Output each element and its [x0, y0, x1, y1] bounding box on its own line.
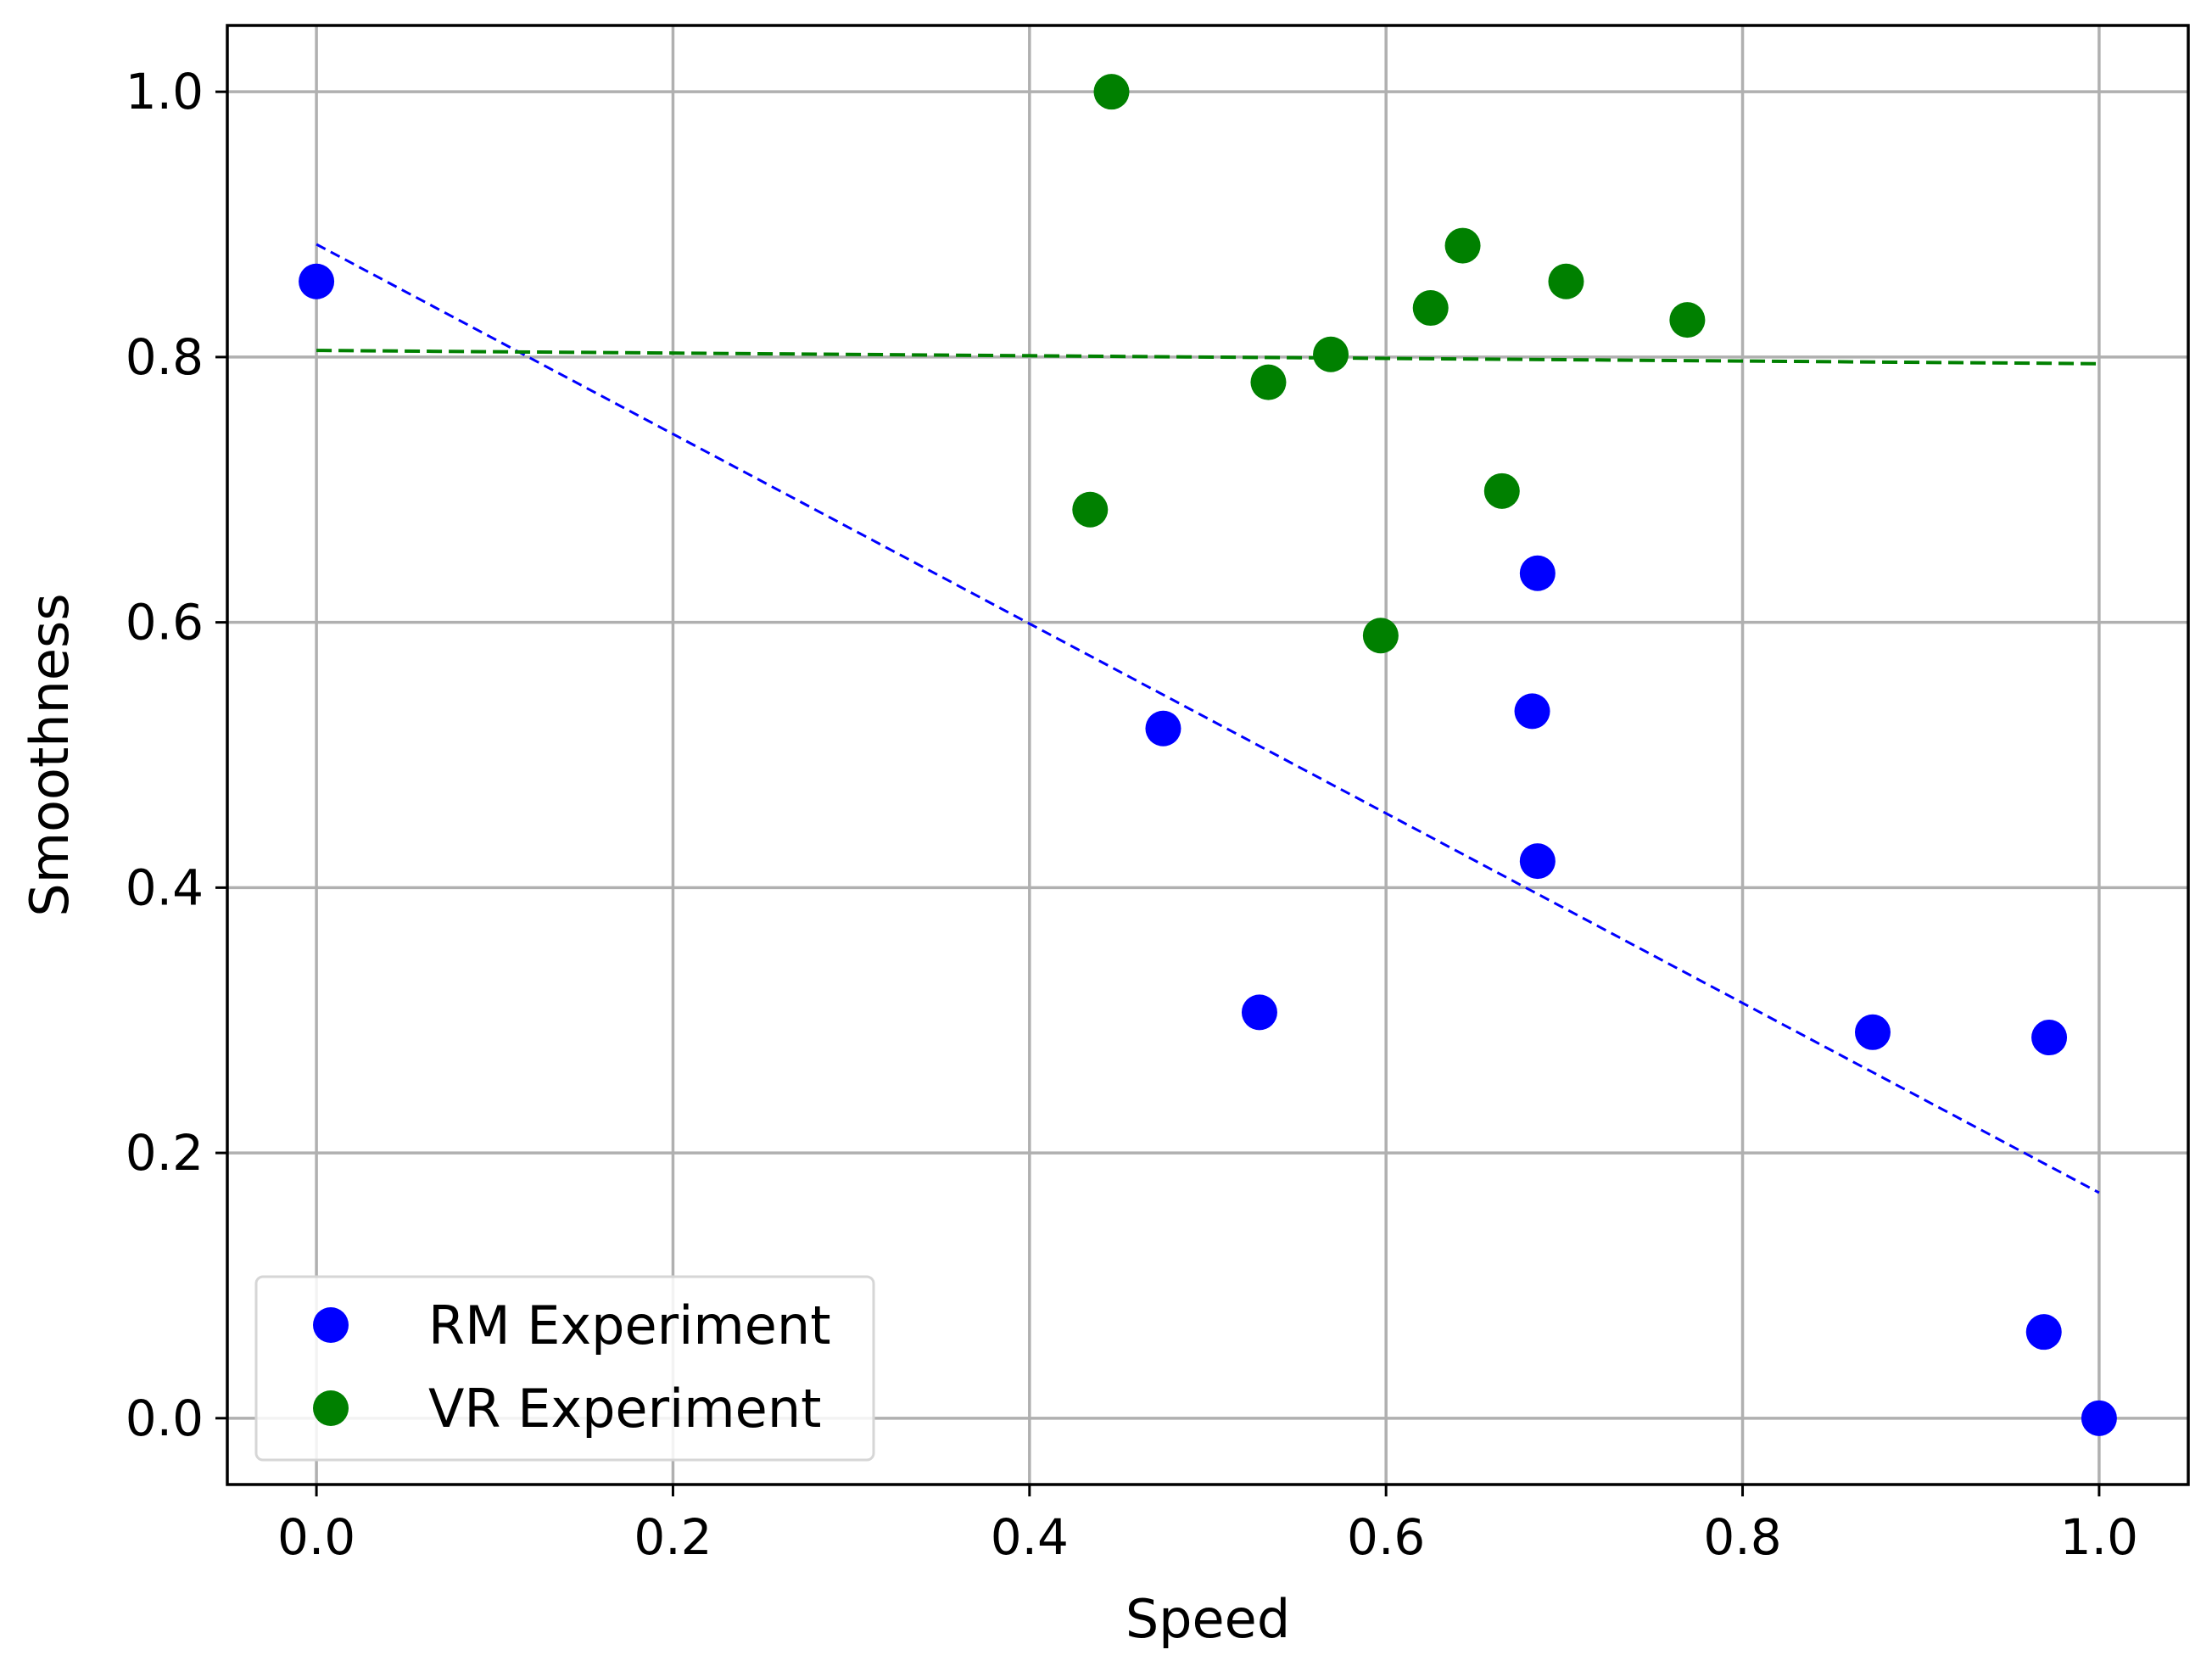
trend-lines — [316, 243, 2100, 1194]
rm-data-point — [2025, 1314, 2062, 1350]
vr-data-point — [1313, 336, 1349, 372]
legend-marker-rm — [313, 1307, 349, 1343]
rm-data-point — [2031, 1020, 2068, 1056]
legend-marker-vr — [313, 1390, 349, 1426]
y-tick-label: 0.2 — [126, 1124, 204, 1182]
y-tick-label: 0.0 — [126, 1390, 204, 1447]
legend-label-vr: VR Experiment — [428, 1378, 821, 1440]
vr-trend-line — [316, 349, 2099, 366]
plot-frame — [226, 24, 2190, 1486]
legend-label-rm: RM Experiment — [428, 1295, 831, 1356]
rm-data-point — [1514, 693, 1550, 730]
legend: RM Experiment VR Experiment — [254, 1275, 875, 1462]
x-tick-label: 0.8 — [1703, 1508, 1781, 1566]
vr-data-point — [1412, 290, 1449, 327]
y-tick-label: 1.0 — [126, 63, 204, 120]
x-tick-label: 1.0 — [2060, 1508, 2138, 1566]
rm-data-point — [299, 263, 335, 299]
data-points — [299, 74, 2117, 1436]
vr-data-point — [1250, 364, 1287, 400]
x-axis-label: Speed — [1126, 1588, 1290, 1650]
rm-data-point — [1519, 843, 1556, 880]
legend-box — [254, 1275, 875, 1462]
y-tick-label: 0.8 — [126, 328, 204, 386]
rm-data-point — [1854, 1014, 1891, 1050]
rm-data-point — [1145, 710, 1181, 747]
y-axis-label: Smoothness — [19, 593, 81, 916]
vr-data-point — [1072, 491, 1109, 528]
y-tick-label: 0.4 — [126, 858, 204, 916]
x-tick-label: 0.2 — [634, 1508, 712, 1566]
vr-data-point — [1362, 618, 1399, 654]
x-tick-label: 0.6 — [1347, 1508, 1425, 1566]
x-tick-label: 0.4 — [991, 1508, 1069, 1566]
vr-data-point — [1444, 227, 1481, 264]
y-tick-label: 0.6 — [126, 594, 204, 651]
vr-data-point — [1669, 302, 1706, 338]
rm-data-point — [1241, 994, 1277, 1031]
vr-data-point — [1548, 263, 1584, 299]
x-tick-label: 0.0 — [277, 1508, 355, 1566]
grid-lines — [227, 25, 2188, 1485]
axis-ticks: 0.0 0.2 0.4 0.6 0.8 1.0 0.0 0.2 0.4 0.6 0.8 1.0 — [126, 63, 2138, 1566]
rm-data-point — [1519, 555, 1556, 591]
rm-trend-line — [316, 243, 2100, 1194]
vr-data-point — [1093, 74, 1130, 110]
vr-data-point — [1483, 473, 1520, 509]
rm-data-point — [2081, 1400, 2117, 1436]
